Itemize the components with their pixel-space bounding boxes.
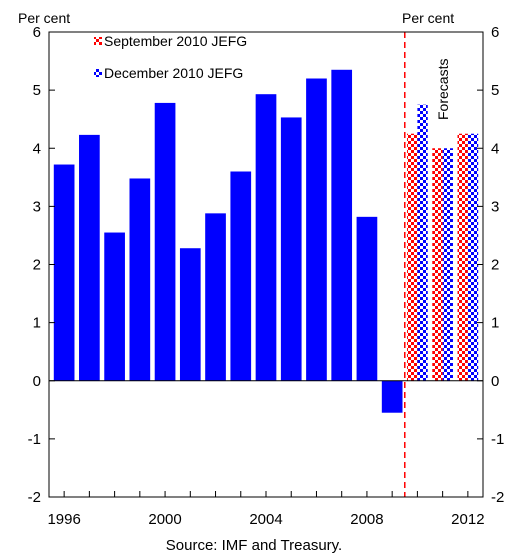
source-note: Source: IMF and Treasury. (166, 537, 342, 554)
legend-swatch-september (94, 37, 102, 45)
x-tick-label-2012: 2012 (451, 511, 484, 528)
legend: September 2010 JEFG December 2010 JEFG (94, 33, 247, 81)
bar-2002 (205, 213, 226, 381)
bar-2003 (230, 171, 252, 381)
y-tick-label-right-1: 1 (491, 315, 499, 332)
bar-1996 (53, 164, 75, 381)
y-tick-label-left-0: 0 (33, 373, 41, 390)
x-tick-label-2000: 2000 (148, 511, 181, 528)
bar-2006 (306, 78, 327, 381)
bar-2007 (331, 69, 353, 381)
y-tick-label-right-4: 4 (491, 140, 499, 157)
forecast-label: Forecasts (435, 59, 451, 120)
bar-2004 (255, 94, 277, 381)
y-tick-label-left--1: -1 (28, 431, 41, 448)
bar-2001 (179, 248, 201, 381)
bar-1998 (104, 232, 125, 381)
y-unit-right: Per cent (402, 10, 454, 26)
bar-december-2010 (417, 104, 428, 381)
legend-label-september: September 2010 JEFG (104, 33, 247, 49)
bar-2009 (381, 380, 403, 413)
y-unit-left: Per cent (18, 10, 70, 26)
bar-2005 (280, 117, 302, 381)
y-tick-label-right-5: 5 (491, 82, 499, 99)
bars-layer (53, 69, 479, 413)
bar-september-2011 (432, 148, 443, 381)
y-tick-label-right--2: -2 (491, 489, 504, 506)
bar-2008 (356, 216, 378, 381)
bar-december-2012 (467, 133, 479, 381)
x-tick-label-2008: 2008 (350, 511, 383, 528)
bar-december-2011 (442, 148, 453, 381)
y-tick-label-left-5: 5 (33, 82, 41, 99)
bar-september-2010 (407, 133, 418, 381)
bar-1997 (79, 134, 100, 381)
y-tick-label-right--1: -1 (491, 431, 504, 448)
legend-label-december: December 2010 JEFG (104, 65, 243, 81)
y-tick-label-right-2: 2 (491, 257, 499, 274)
bar-2000 (154, 102, 176, 381)
y-tick-label-left-2: 2 (33, 257, 41, 274)
ticks-layer: -2 -2 -1 -1 0 0 1 1 2 2 3 3 4 4 5 5 6 6 1996 2000 2004 2008 20… (28, 24, 505, 528)
bar-september-2012 (457, 133, 468, 381)
legend-swatch-december (94, 69, 102, 77)
x-tick-label-2004: 2004 (249, 511, 282, 528)
bar-1999 (129, 178, 151, 381)
y-tick-label-left-3: 3 (33, 198, 41, 215)
x-tick-label-1996: 1996 (47, 511, 80, 528)
y-tick-label-right-0: 0 (491, 373, 499, 390)
y-tick-label-left-6: 6 (33, 24, 41, 41)
y-tick-label-left-4: 4 (33, 140, 41, 157)
y-tick-label-right-3: 3 (491, 198, 499, 215)
y-tick-label-left-1: 1 (33, 315, 41, 332)
y-tick-label-left--2: -2 (28, 489, 41, 506)
y-tick-label-right-6: 6 (491, 24, 499, 41)
